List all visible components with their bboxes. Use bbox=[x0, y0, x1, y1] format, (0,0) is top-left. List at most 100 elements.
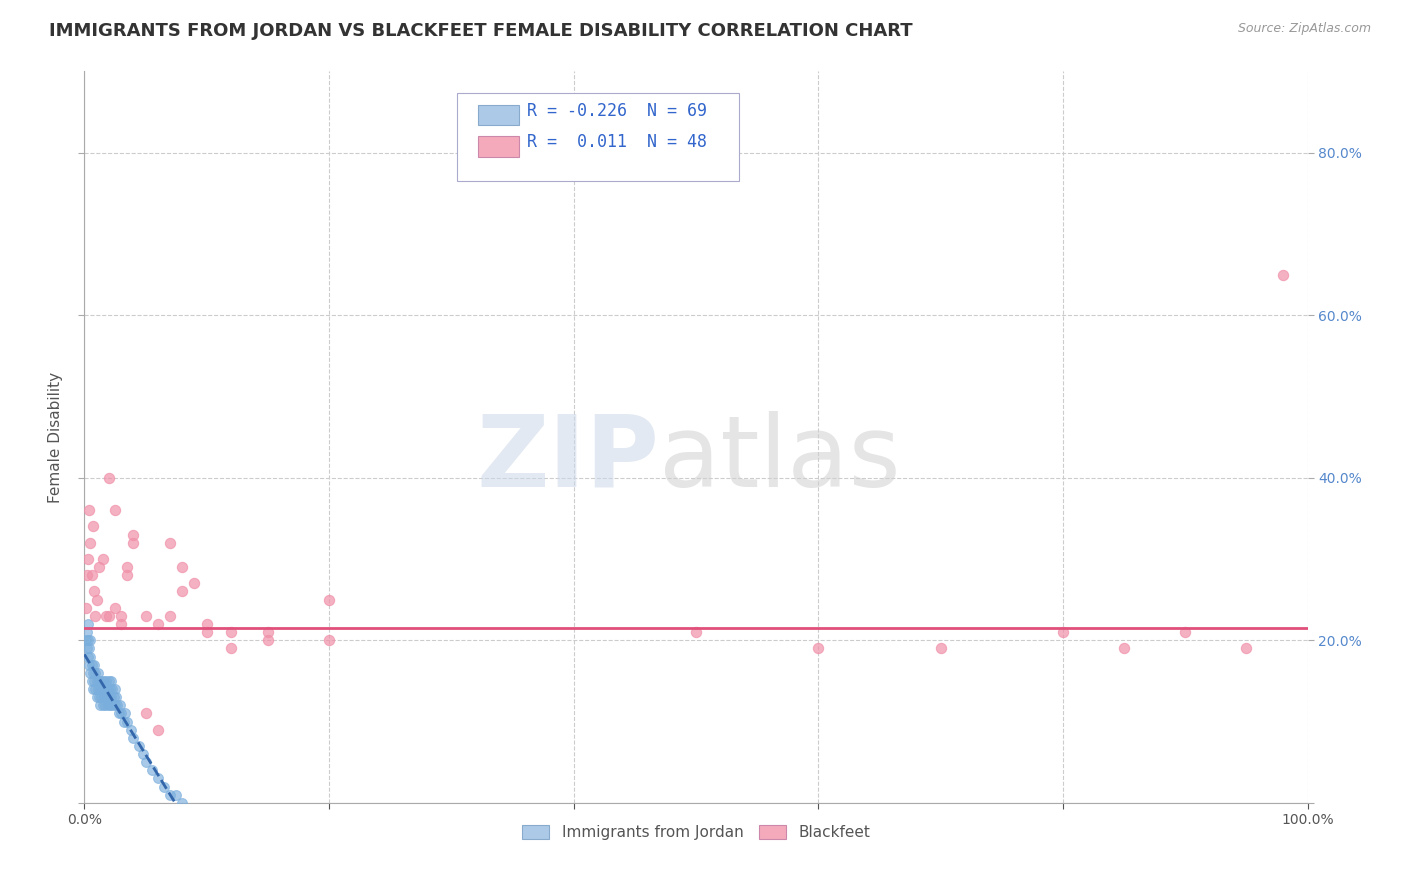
Point bbox=[83, 673, 105, 688]
Point bbox=[159, 535, 181, 549]
Point bbox=[141, 764, 163, 778]
Point bbox=[159, 788, 181, 802]
Point bbox=[122, 527, 145, 541]
Point bbox=[132, 747, 155, 761]
Point bbox=[929, 641, 952, 656]
Point bbox=[97, 608, 120, 623]
Point bbox=[96, 690, 118, 705]
Point bbox=[79, 633, 101, 648]
Point bbox=[100, 690, 122, 705]
Text: atlas: atlas bbox=[659, 410, 901, 508]
Point bbox=[83, 657, 105, 672]
Point bbox=[83, 584, 105, 599]
Point bbox=[84, 681, 107, 696]
Point bbox=[96, 608, 118, 623]
Point bbox=[135, 706, 157, 721]
Point bbox=[108, 698, 131, 713]
Point bbox=[1052, 625, 1074, 640]
Point bbox=[86, 592, 108, 607]
Point bbox=[77, 633, 100, 648]
Point bbox=[97, 698, 120, 713]
Point bbox=[77, 552, 100, 566]
Point bbox=[104, 600, 127, 615]
Point bbox=[76, 568, 98, 582]
Point bbox=[183, 576, 205, 591]
Text: R =  0.011  N = 48: R = 0.011 N = 48 bbox=[527, 133, 707, 152]
Point bbox=[101, 681, 124, 696]
Point bbox=[86, 690, 108, 705]
Point bbox=[97, 471, 120, 485]
Point bbox=[90, 673, 112, 688]
Point bbox=[91, 698, 114, 713]
Legend: Immigrants from Jordan, Blackfeet: Immigrants from Jordan, Blackfeet bbox=[516, 819, 876, 847]
Text: Source: ZipAtlas.com: Source: ZipAtlas.com bbox=[1237, 22, 1371, 36]
Point bbox=[96, 673, 118, 688]
Point bbox=[82, 681, 104, 696]
Text: ZIP: ZIP bbox=[477, 410, 659, 508]
Point bbox=[77, 503, 100, 517]
Point bbox=[172, 560, 194, 574]
Point bbox=[89, 698, 111, 713]
Point bbox=[80, 568, 103, 582]
Point bbox=[172, 796, 194, 810]
Point bbox=[104, 698, 127, 713]
Point bbox=[195, 617, 218, 632]
Point bbox=[91, 552, 114, 566]
Point bbox=[219, 641, 242, 656]
Point bbox=[91, 681, 114, 696]
Point bbox=[84, 608, 107, 623]
Point bbox=[115, 568, 138, 582]
Point bbox=[75, 600, 97, 615]
Point bbox=[159, 608, 181, 623]
Point bbox=[146, 772, 169, 786]
Point bbox=[105, 698, 128, 713]
Point bbox=[128, 739, 150, 753]
Point bbox=[104, 681, 127, 696]
Point bbox=[195, 625, 218, 640]
Point bbox=[97, 690, 120, 705]
Point bbox=[77, 617, 100, 632]
Point bbox=[110, 608, 132, 623]
Point bbox=[105, 690, 128, 705]
Text: IMMIGRANTS FROM JORDAN VS BLACKFEET FEMALE DISABILITY CORRELATION CHART: IMMIGRANTS FROM JORDAN VS BLACKFEET FEMA… bbox=[49, 22, 912, 40]
Point bbox=[165, 788, 187, 802]
Point bbox=[87, 665, 110, 680]
Point bbox=[1236, 641, 1258, 656]
Point bbox=[98, 698, 121, 713]
Point bbox=[87, 560, 110, 574]
Point bbox=[75, 633, 97, 648]
Point bbox=[103, 690, 125, 705]
Point bbox=[110, 617, 132, 632]
Point bbox=[257, 633, 280, 648]
Point bbox=[807, 641, 830, 656]
Point bbox=[93, 673, 115, 688]
Point bbox=[77, 649, 100, 664]
Point bbox=[146, 617, 169, 632]
Point bbox=[82, 665, 104, 680]
Point bbox=[86, 673, 108, 688]
Point bbox=[79, 665, 101, 680]
Point bbox=[87, 673, 110, 688]
Point bbox=[1114, 641, 1136, 656]
Bar bbox=[478, 105, 519, 126]
Point bbox=[110, 706, 132, 721]
Point bbox=[82, 519, 104, 533]
Y-axis label: Female Disability: Female Disability bbox=[48, 371, 63, 503]
Point bbox=[115, 714, 138, 729]
Point bbox=[77, 657, 100, 672]
Point bbox=[76, 625, 98, 640]
Point bbox=[79, 535, 101, 549]
Point bbox=[77, 641, 100, 656]
Point bbox=[94, 698, 117, 713]
Point bbox=[89, 681, 111, 696]
Point bbox=[685, 625, 707, 640]
Point bbox=[94, 681, 117, 696]
Point bbox=[122, 731, 145, 745]
Point bbox=[100, 673, 122, 688]
Point bbox=[135, 608, 157, 623]
FancyBboxPatch shape bbox=[457, 94, 738, 181]
Point bbox=[120, 723, 142, 737]
Point bbox=[97, 681, 120, 696]
Point bbox=[98, 681, 121, 696]
Point bbox=[219, 625, 242, 640]
